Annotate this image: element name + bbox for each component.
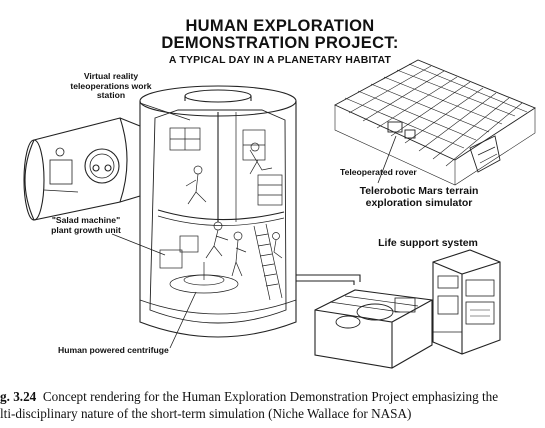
label-vr-workstation: Virtual reality teleoperations work stat…: [70, 71, 152, 100]
mars-terrain-simulator: [333, 59, 536, 186]
title-line-1: HUMAN EXPLORATION: [185, 17, 375, 35]
label-teleoperated-rover: Teleoperated rover: [340, 167, 417, 177]
vr-capsule: [23, 117, 141, 221]
life-support-system: [296, 249, 501, 369]
label-centrifuge: Human powered centrifuge: [58, 345, 169, 355]
figure-number: g. 3.24: [0, 389, 37, 404]
habitat-cylinder: [139, 85, 297, 338]
title-line-3: A TYPICAL DAY IN A PLANETARY HABITAT: [168, 54, 392, 66]
label-life-support: Life support system: [378, 237, 478, 249]
diagram-title: HUMAN EXPLORATION DEMONSTRATION PROJECT:…: [120, 17, 440, 67]
title-line-2: DEMONSTRATION PROJECT:: [161, 34, 399, 52]
leader-lines: [111, 102, 397, 349]
lower-deck-details: [159, 221, 283, 301]
upper-deck-details: [169, 127, 283, 206]
label-salad-machine: "Salad machine" plant growth unit: [51, 215, 121, 235]
label-mars-simulator: Telerobotic Mars terrain exploration sim…: [359, 185, 479, 209]
habitat-illustration: [23, 59, 536, 369]
figure-caption: g. 3.24 Concept rendering for the Human …: [0, 388, 545, 422]
caption-line-1: Concept rendering for the Human Explorat…: [42, 389, 499, 404]
caption-line-2: lti-disciplinary nature of the short-ter…: [0, 406, 412, 421]
